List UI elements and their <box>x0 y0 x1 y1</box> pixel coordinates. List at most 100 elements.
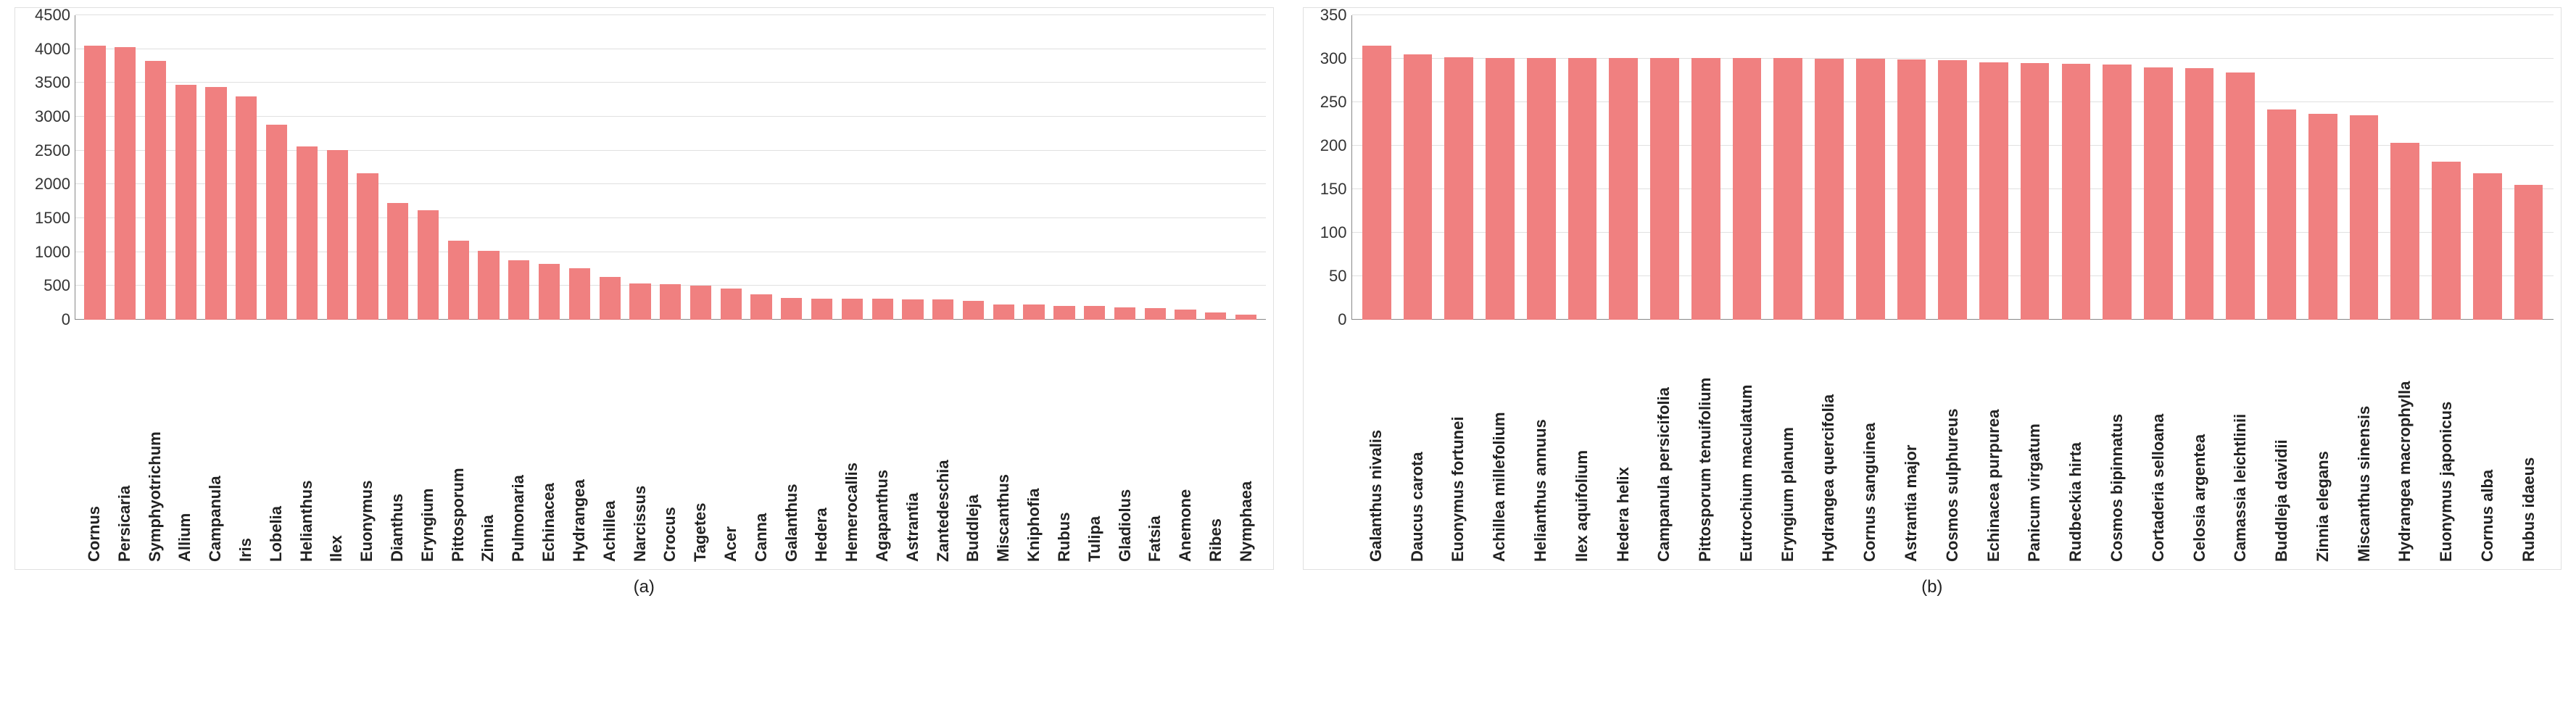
bar-slot <box>201 15 231 320</box>
bar <box>2350 115 2379 320</box>
bar-slot <box>1170 15 1201 320</box>
x-tick-slot: Astrantia major <box>1891 320 1932 566</box>
bar-slot <box>413 15 444 320</box>
x-tick-slot: Eryngium <box>413 320 443 566</box>
bar <box>2226 72 2255 320</box>
bar <box>1053 306 1074 320</box>
bar <box>2473 173 2502 320</box>
x-tick-slot: Echinacea <box>534 320 564 566</box>
panel-b: 050100150200250300350Galanthus nivalisDa… <box>1303 7 2562 597</box>
panel-a: 050010001500200025003000350040004500Corn… <box>15 7 1274 597</box>
bar-slot <box>1049 15 1080 320</box>
bar-slot <box>1891 15 1932 320</box>
x-tick-slot: Persicaria <box>109 320 140 566</box>
chart-frame-a: 050010001500200025003000350040004500Corn… <box>15 7 1274 570</box>
bar <box>1733 58 1762 320</box>
x-tick-label: Achillea millefolium <box>1490 320 1509 566</box>
y-axis-a: 050010001500200025003000350040004500 <box>22 15 75 320</box>
bar <box>629 283 650 320</box>
x-tick-label: Eryngium <box>418 320 437 566</box>
bar-slot <box>1480 15 1521 320</box>
bar-slot <box>141 15 171 320</box>
x-tick-slot: Panicum virgatum <box>2014 320 2055 566</box>
x-tick-label: Hydrangea <box>570 320 589 566</box>
panel-caption-a: (a) <box>634 577 655 597</box>
bar <box>115 47 136 320</box>
x-tick-slot: Kniphofia <box>1019 320 1049 566</box>
x-tick-slot: Helianthus annuus <box>1520 320 1562 566</box>
chart-frame-b: 050100150200250300350Galanthus nivalisDa… <box>1303 7 2562 570</box>
bar-slot <box>958 15 989 320</box>
x-tick-label: Narcissus <box>631 320 650 566</box>
x-tick-label: Anemone <box>1176 320 1195 566</box>
bar-slot <box>746 15 776 320</box>
x-tick-label: Allium <box>175 320 194 566</box>
bar <box>1691 58 1720 320</box>
x-tick-slot: Iris <box>231 320 261 566</box>
bar-slot <box>383 15 413 320</box>
bar <box>569 268 590 320</box>
x-tick-slot: Galanthus <box>776 320 807 566</box>
bar <box>1444 57 1473 320</box>
x-tick-label: Kniphofia <box>1024 320 1043 566</box>
x-tick-slot: Daucus carota <box>1396 320 1438 566</box>
x-tick-slot: Zantedeschia <box>928 320 958 566</box>
x-tick-label: Eutrochium maculatum <box>1737 320 1756 566</box>
x-tick-slot: Campanula <box>200 320 231 566</box>
x-tick-label: Euonymus <box>357 320 376 566</box>
bar-slot <box>1850 15 1891 320</box>
x-tick-label: Achillea <box>600 320 619 566</box>
bar-slot <box>534 15 565 320</box>
x-tick-label: Cosmos bipinnatus <box>2108 320 2126 566</box>
bar <box>963 301 984 320</box>
x-tick-label: Zantedeschia <box>934 320 953 566</box>
bar-slot <box>716 15 746 320</box>
bar-slot <box>625 15 655 320</box>
bar-slot <box>2261 15 2303 320</box>
x-tick-slot: Galanthus nivalis <box>1356 320 1397 566</box>
bar <box>2267 109 2296 320</box>
x-tick-label: Echinacea <box>539 320 558 566</box>
x-tick-label: Rubus <box>1055 320 1074 566</box>
bar-slot <box>80 15 110 320</box>
bar-slot <box>2426 15 2467 320</box>
x-tick-slot: Pittosporum <box>443 320 473 566</box>
x-tick-slot: Hydrangea <box>564 320 595 566</box>
bar <box>1114 307 1135 320</box>
x-tick-label: Dianthus <box>388 320 407 566</box>
bar-slot <box>1520 15 1562 320</box>
x-tick-label: Cornus sanguinea <box>1860 320 1879 566</box>
x-tick-label: Persicaria <box>115 320 134 566</box>
x-tick-label: Crocus <box>660 320 679 566</box>
x-tick-label: Astrantia major <box>1902 320 1921 566</box>
x-tick-label: Rubus idaeus <box>2519 320 2538 566</box>
bar-slot <box>1231 15 1262 320</box>
x-tick-slot: Nymphaea <box>1231 320 1262 566</box>
bar-slot <box>867 15 898 320</box>
x-tick-label: Helianthus annuus <box>1531 320 1550 566</box>
bar-slot <box>565 15 595 320</box>
x-tick-slot: Cosmos sulphureus <box>1931 320 1973 566</box>
bar-slot <box>291 15 322 320</box>
x-tick-label: Galanthus <box>782 320 801 566</box>
bar <box>387 203 408 320</box>
bar-slot <box>1140 15 1170 320</box>
x-tick-slot: Acer <box>716 320 746 566</box>
x-tick-label: Canna <box>752 320 771 566</box>
bar <box>448 241 469 320</box>
x-tick-label: Iris <box>236 320 255 566</box>
bar <box>1084 306 1105 320</box>
bar <box>1897 59 1926 320</box>
bar <box>932 299 953 320</box>
bar <box>1175 310 1196 320</box>
x-tick-slot: Symphyotrichum <box>140 320 170 566</box>
bar-slot <box>1019 15 1049 320</box>
bar-slot <box>1397 15 1438 320</box>
bar <box>690 286 711 320</box>
x-tick-slot: Tulipa <box>1080 320 1110 566</box>
x-tick-slot: Fatsia <box>1140 320 1170 566</box>
x-axis-a: CornusPersicariaSymphyotrichumAlliumCamp… <box>75 320 1266 566</box>
bar-slot <box>898 15 928 320</box>
x-tick-slot: Miscanthus <box>988 320 1019 566</box>
bar-slot <box>2343 15 2385 320</box>
